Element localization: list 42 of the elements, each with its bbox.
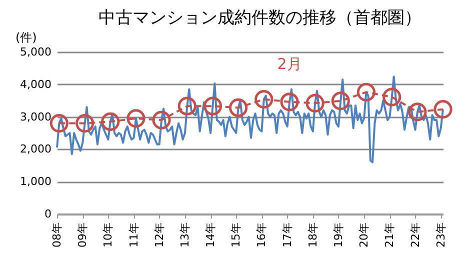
point <box>382 88 402 106</box>
y-tick-label: 0 <box>44 208 52 220</box>
x-tick-label: 14年 <box>204 222 218 248</box>
point <box>254 90 274 109</box>
series-label: 2月 <box>277 54 302 73</box>
x-tick-label: 16年 <box>255 222 268 248</box>
y-tick-label: 1,000 <box>20 175 52 188</box>
y-tick-label: 4,000 <box>20 78 52 91</box>
point <box>178 96 196 116</box>
point <box>434 100 452 119</box>
line-series <box>56 76 444 164</box>
y-tick-label: 5,000 <box>20 46 52 58</box>
point <box>152 110 171 130</box>
x-tick-label: 13年 <box>178 222 192 248</box>
x-tick-label: 21年 <box>383 222 396 248</box>
point <box>126 109 146 128</box>
point <box>76 114 94 133</box>
x-tick-label: 10年 <box>102 222 115 248</box>
x-tick-label: 09年 <box>76 222 90 248</box>
x-tick-label: 18年 <box>306 222 320 248</box>
point <box>408 102 427 122</box>
chart-title: 中古マンション成約件数の推移（首都圏） <box>98 8 422 28</box>
point <box>101 112 120 131</box>
point <box>50 114 68 133</box>
x-tick-label: 22年 <box>408 222 422 248</box>
point <box>228 98 248 118</box>
x-tick-label: 23年 <box>434 222 448 248</box>
x-tick-label: 11年 <box>127 222 140 248</box>
x-tick-label: 12年 <box>152 222 166 248</box>
point <box>203 96 222 116</box>
x-tick-label: 19年 <box>332 222 345 248</box>
point <box>306 94 324 112</box>
point <box>331 92 350 110</box>
x-tick-label: 15年 <box>230 222 243 248</box>
y-tick-label: 2,000 <box>20 142 52 156</box>
point <box>356 82 376 102</box>
y-tick-label: 3,000 <box>20 110 52 124</box>
x-tick-label: 08年 <box>50 222 64 248</box>
x-tick-label: 17年 <box>280 222 294 248</box>
y-axis-title: (件) <box>16 30 37 44</box>
x-tick-label: 20年 <box>358 222 371 248</box>
point <box>280 92 299 112</box>
